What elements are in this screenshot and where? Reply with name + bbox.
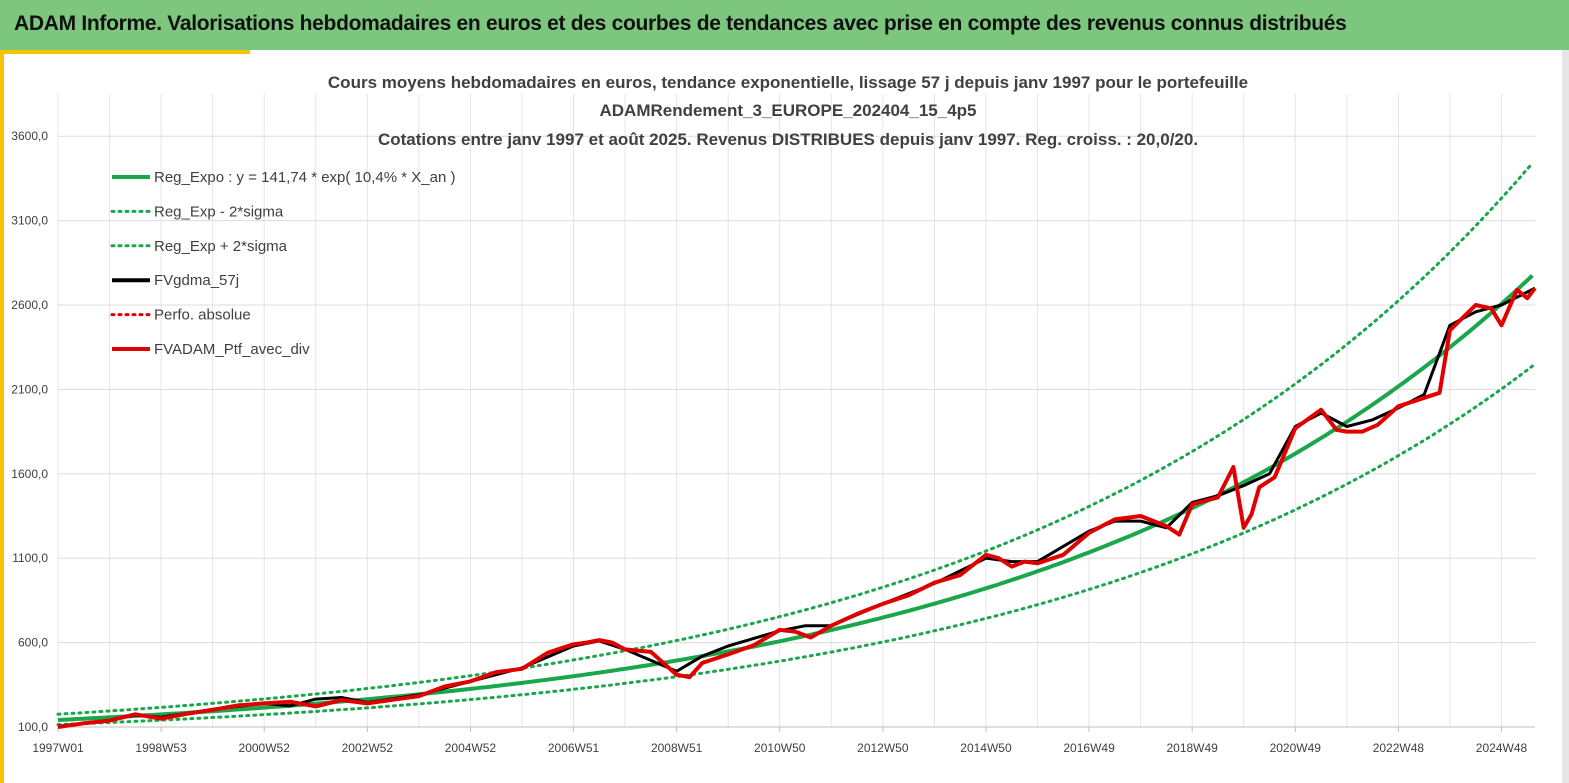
legend-label: FVgdma_57j [154,272,239,289]
x-tick-label: 1997W01 [32,741,84,755]
series-lines [56,161,1537,729]
legend-label: FVADAM_Ptf_avec_div [154,341,310,358]
y-tick-label: 2600,0 [11,298,48,312]
series-reg-exp-minus-2-sigma [56,364,1534,727]
x-tick-label: 2020W49 [1270,741,1322,755]
x-tick-label: 2000W52 [239,741,291,755]
legend-label: Perfo. absolue [154,307,251,324]
chart-title-line-2: ADAMRendement_3_EUROPE_202404_15_4p5 [599,101,976,120]
legend-label: Reg_Exp + 2*sigma [154,238,288,255]
x-tick-label: 1998W53 [135,741,187,755]
accent-left-border [0,50,4,783]
x-tick-label: 2002W52 [342,741,394,755]
series-fvadam-ptf-avec-div [57,286,1537,729]
series-reg-exp-plus-2-sigma [56,161,1534,716]
x-tick-label: 2018W49 [1166,741,1218,755]
y-tick-label: 3100,0 [11,214,48,228]
grid [57,94,1535,728]
y-tick-label: 3600,0 [11,129,48,143]
legend-label: Reg_Exp - 2*sigma [154,203,284,220]
x-tick-label: 2004W52 [445,741,497,755]
legend: Reg_Expo : y = 141,74 * exp( 10,4% * X_a… [110,169,455,358]
banner-title: ADAM Informe. Valorisations hebdomadaire… [14,12,1347,35]
accent-bar [0,50,250,54]
chart-title-line-3: Cotations entre janv 1997 et août 2025. … [378,130,1198,149]
y-tick-label: 100,0 [18,720,48,734]
x-tick-label: 2012W50 [857,741,909,755]
x-tick-label: 2016W49 [1063,741,1115,755]
x-tick-label: 2024W48 [1476,741,1528,755]
y-tick-label: 1100,0 [12,551,48,565]
x-tick-label: 2014W50 [960,741,1012,755]
banner: ADAM Informe. Valorisations hebdomadaire… [0,0,1569,50]
x-tick-label: 2022W48 [1373,741,1425,755]
y-tick-label: 2100,0 [11,382,48,396]
x-axis: 1997W01 1998W53 2000W52 2002W52 2004W52 2006W… [32,726,1535,755]
chart-title: Cours moyens hebdomadaires en euros, ten… [328,73,1248,149]
y-axis: 100,0 600,0 1100,0 1600,0 2100,0 2600,0 3100,0… [11,129,48,734]
legend-label: Reg_Expo : y = 141,74 * exp( 10,4% * X_a… [154,169,455,186]
chart-title-line-1: Cours moyens hebdomadaires en euros, ten… [328,73,1248,92]
y-tick-label: 600,0 [18,636,48,650]
x-tick-label: 2010W50 [754,741,806,755]
x-tick-label: 2008W51 [651,741,703,755]
y-tick-label: 1600,0 [11,467,48,481]
x-tick-label: 2006W51 [548,741,600,755]
accent-right-border [1562,50,1569,783]
